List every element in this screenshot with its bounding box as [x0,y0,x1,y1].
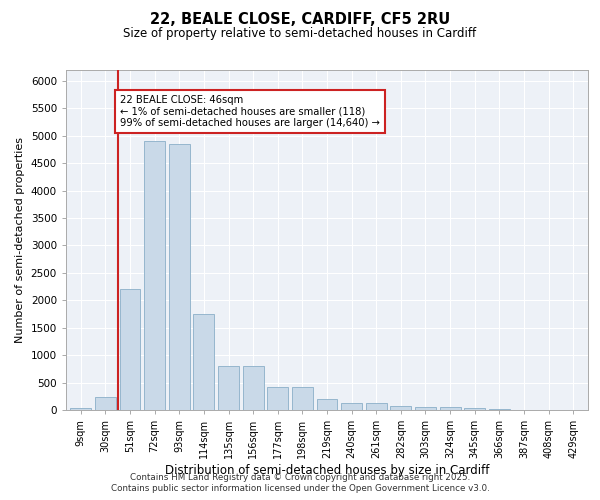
X-axis label: Distribution of semi-detached houses by size in Cardiff: Distribution of semi-detached houses by … [165,464,489,477]
Bar [341,403,362,410]
Y-axis label: Number of semi-detached properties: Number of semi-detached properties [15,137,25,343]
Text: Contains HM Land Registry data © Crown copyright and database right 2025.: Contains HM Land Registry data © Crown c… [130,472,470,482]
Bar [267,387,288,410]
Bar [391,406,412,410]
Bar [366,403,387,410]
Text: 22 BEALE CLOSE: 46sqm
← 1% of semi-detached houses are smaller (118)
99% of semi: 22 BEALE CLOSE: 46sqm ← 1% of semi-detac… [120,94,380,128]
Text: Size of property relative to semi-detached houses in Cardiff: Size of property relative to semi-detach… [124,28,476,40]
Text: Contains public sector information licensed under the Open Government Licence v3: Contains public sector information licen… [110,484,490,493]
Bar [317,399,337,410]
Bar [193,314,214,410]
Bar [95,398,116,410]
Bar [440,408,461,410]
Bar [292,387,313,410]
Bar [242,366,263,410]
Bar [70,408,91,410]
Bar [169,144,190,410]
Bar [119,290,140,410]
Bar [218,366,239,410]
Text: 22, BEALE CLOSE, CARDIFF, CF5 2RU: 22, BEALE CLOSE, CARDIFF, CF5 2RU [150,12,450,28]
Bar [464,408,485,410]
Bar [144,142,165,410]
Bar [415,408,436,410]
